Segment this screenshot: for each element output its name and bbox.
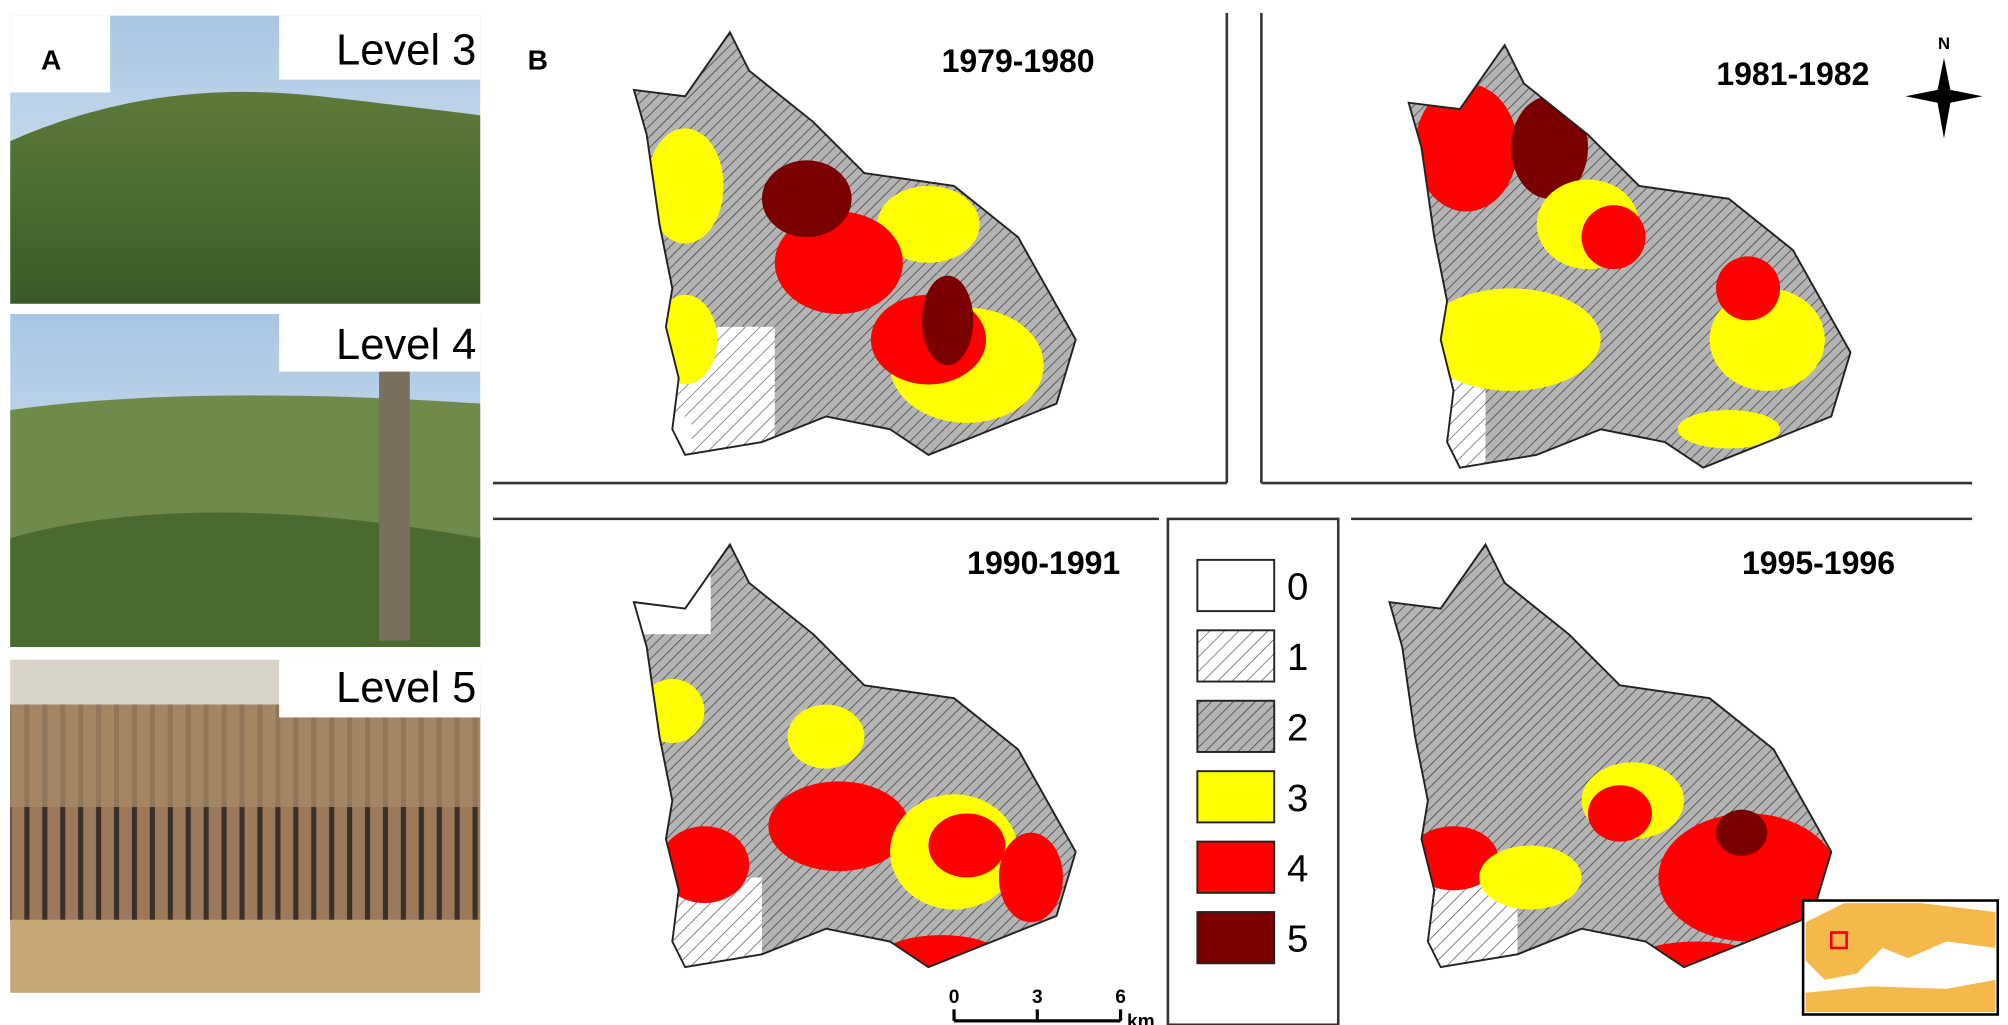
map [632, 31, 1077, 456]
label-box [279, 659, 481, 718]
legend-label: 1 [1287, 636, 1308, 679]
legend-label: 5 [1287, 918, 1308, 961]
photo-level-4 [10, 314, 481, 647]
legend-label: 4 [1287, 847, 1308, 890]
map [1388, 543, 1833, 969]
map-title: 1979-1980 [942, 43, 1095, 79]
inset-map [1801, 899, 2000, 1016]
label-box [279, 15, 481, 80]
label-box [10, 15, 111, 93]
scale-bar [952, 1009, 1123, 1023]
map-title: 1995-1996 [1742, 545, 1895, 581]
map [632, 543, 1077, 969]
map [1407, 44, 1852, 469]
panel-label: A [41, 43, 61, 75]
north-label: N [1938, 34, 1950, 53]
scale-label: 3 [1032, 987, 1043, 1008]
legend-label: 0 [1287, 566, 1308, 609]
north-arrow [1905, 57, 1983, 139]
map-title: 1990-1991 [967, 545, 1120, 581]
label-box [279, 314, 481, 372]
legend-label: 2 [1287, 706, 1308, 749]
photo-label: Level 5 [336, 664, 476, 712]
legend [1196, 558, 1276, 965]
panel-label: B [528, 43, 548, 75]
photo-label: Level 3 [336, 26, 476, 74]
legend-label: 3 [1287, 777, 1308, 820]
photo-label: Level 4 [336, 321, 476, 369]
map-title: 1981-1982 [1716, 56, 1869, 92]
scale-label: 0 [949, 987, 960, 1008]
scale-unit: km [1127, 1011, 1155, 1025]
scale-label: 6 [1115, 987, 1126, 1008]
